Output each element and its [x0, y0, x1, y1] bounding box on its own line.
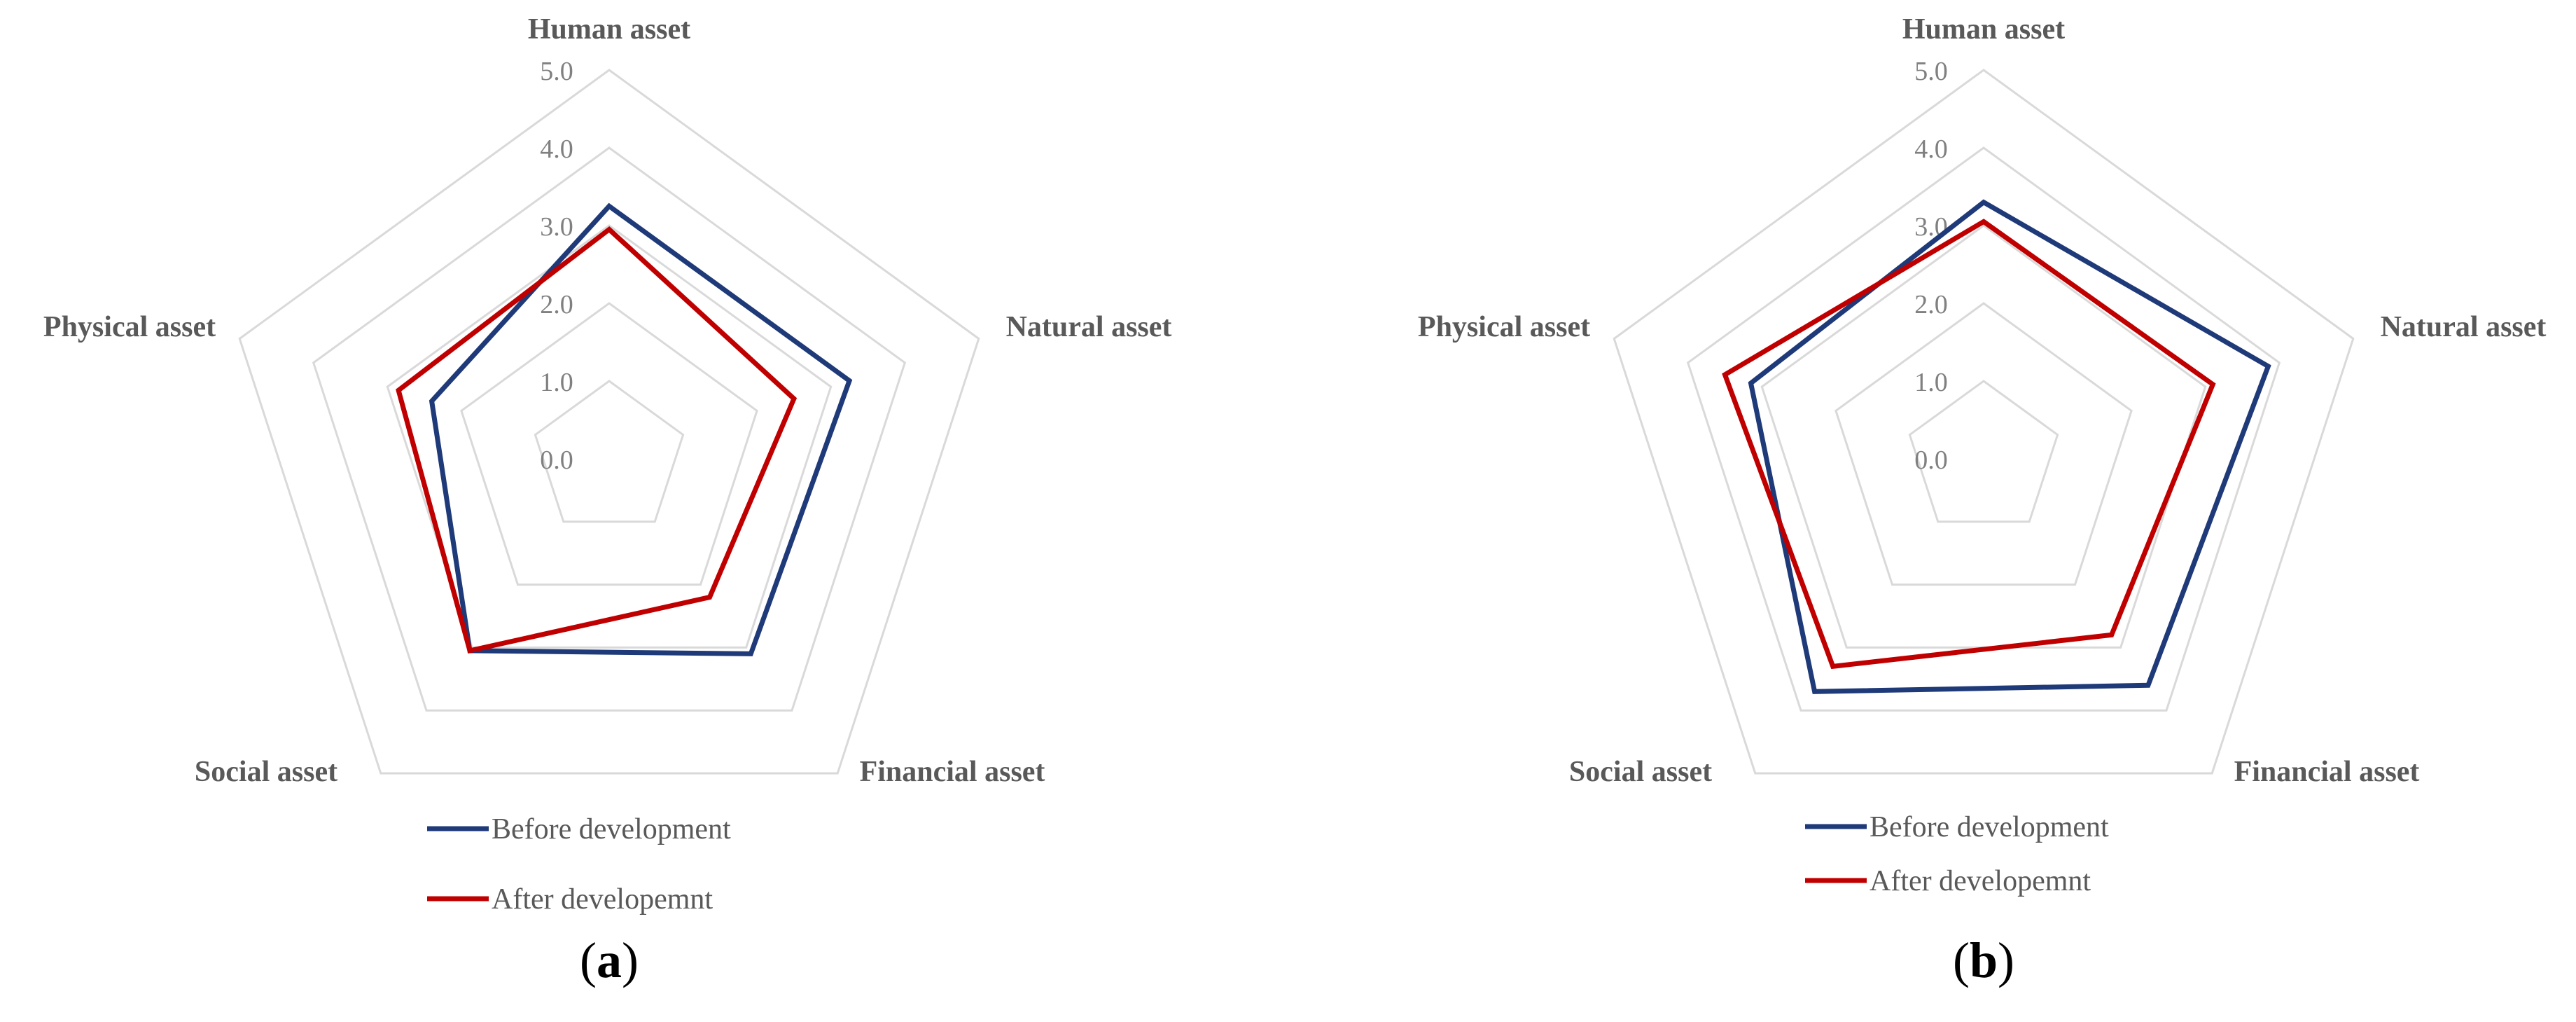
legend-label: Before development [1870, 811, 2109, 843]
tick-label: 3.0 [540, 212, 573, 242]
tick-label: 5.0 [1914, 57, 1948, 86]
grid-ring-1 [1908, 380, 2059, 523]
grid-ring-1 [534, 380, 685, 523]
axis-label-natural-asset: Natural asset [1006, 311, 1172, 343]
tick-label: 0.0 [540, 446, 573, 475]
legend-label: Before development [492, 813, 731, 845]
panel-letter: a [597, 932, 622, 988]
tick-label: 1.0 [540, 368, 573, 397]
axis-label-social-asset: Social asset [195, 756, 337, 788]
axis-label-physical-asset: Physical asset [1418, 311, 1590, 343]
axis-label-human-asset: Human asset [1902, 13, 2065, 46]
grid-ring-2 [460, 302, 758, 586]
grid-ring-4 [312, 146, 907, 712]
tick-label: 4.0 [1914, 134, 1948, 164]
tick-label: 4.0 [540, 134, 573, 164]
tick-label: 5.0 [540, 57, 573, 86]
axis-label-financial-asset: Financial asset [860, 756, 1045, 788]
grid-ring-5 [238, 69, 980, 775]
radar-chart-a: 0.0 1.0 2.0 3.0 4.0 5.0 Human asset Natural ass… [43, 13, 1171, 988]
axis-label-physical-asset: Physical asset [43, 311, 216, 343]
axis-label-financial-asset: Financial asset [2234, 756, 2420, 788]
panel-label: (b) [1953, 932, 2014, 988]
tick-label: 0.0 [1914, 446, 1948, 475]
grid-ring-2 [1834, 302, 2133, 586]
series-line-before [429, 202, 853, 656]
panel-label: (a) [580, 932, 639, 988]
tick-label: 2.0 [540, 290, 573, 319]
axis-label-human-asset: Human asset [528, 13, 690, 46]
series-line-after [396, 226, 798, 654]
legend-label: After developemnt [492, 883, 713, 916]
radar-chart-b: 0.0 1.0 2.0 3.0 4.0 5.0 Human asset Natural ass… [1418, 13, 2546, 988]
legend-label: After developemnt [1870, 865, 2091, 897]
axis-label-social-asset: Social asset [1569, 756, 1712, 788]
tick-label: 3.0 [1914, 212, 1948, 242]
grid-ring-4 [1686, 146, 2281, 712]
grid-ring-3 [386, 224, 833, 649]
series-line-after [1722, 219, 2216, 670]
series-line-before [1748, 199, 2271, 694]
panel-letter: b [1970, 932, 1998, 988]
grid-ring-5 [1613, 69, 2355, 775]
axis-label-natural-asset: Natural asset [2381, 311, 2547, 343]
tick-label: 2.0 [1914, 290, 1948, 319]
tick-label: 1.0 [1914, 368, 1948, 397]
